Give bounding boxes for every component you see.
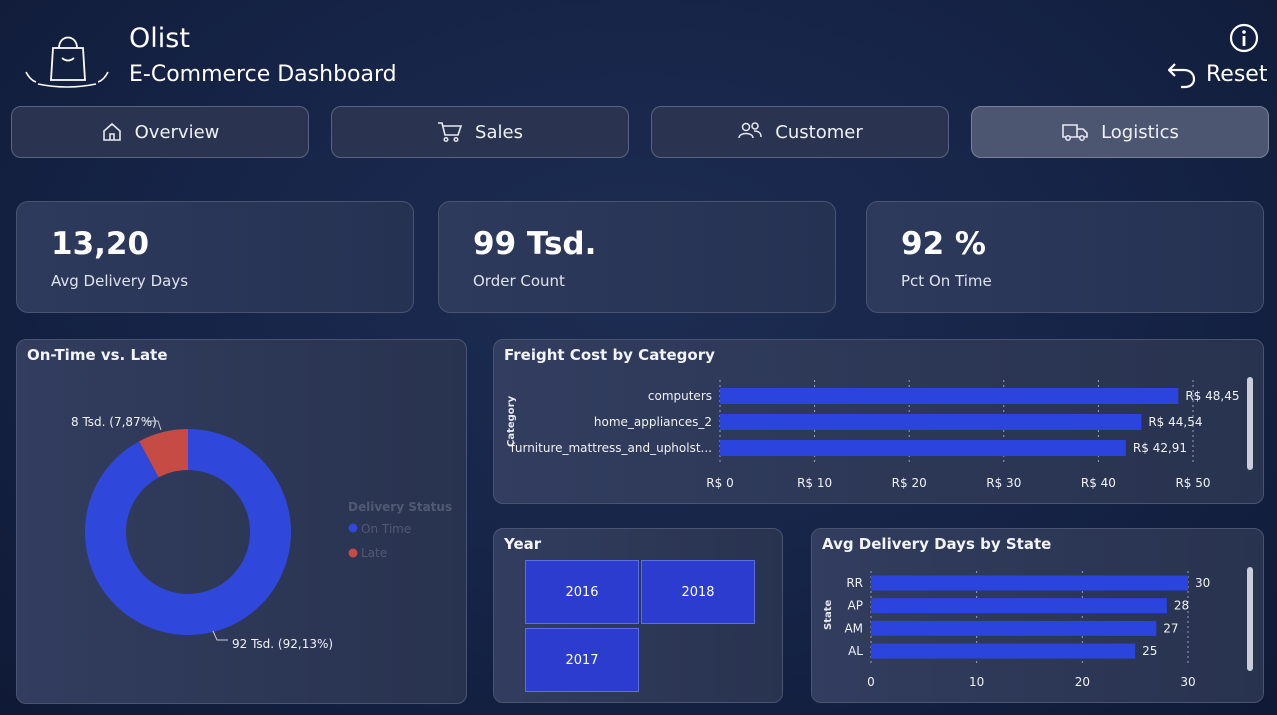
legend-ontime-label: On Time	[361, 522, 411, 536]
freight-bar	[720, 440, 1126, 456]
freight-x-tick-label: R$ 50	[1175, 476, 1210, 490]
kpi-label: Pct On Time	[901, 272, 992, 290]
state-axis-label: State	[823, 599, 834, 630]
year-tile-2016[interactable]: 2016	[525, 560, 639, 624]
donut-slice-on-time	[84, 429, 292, 635]
state-data-label: 25	[1142, 644, 1157, 658]
kpi-pct-on-time: 92 % Pct On Time	[866, 201, 1264, 313]
freight-x-tick-label: R$ 40	[1081, 476, 1116, 490]
reset-label: Reset	[1206, 61, 1268, 87]
freight-scrollbar[interactable]	[1247, 377, 1253, 470]
state-chart-title: Avg Delivery Days by State	[822, 535, 1052, 553]
state-bar	[871, 598, 1167, 614]
ontime-leader-line	[212, 630, 228, 641]
users-icon	[738, 122, 763, 139]
freight-data-label: R$ 42,91	[1133, 441, 1187, 455]
state-data-label: 27	[1163, 621, 1178, 635]
freight-x-tick-label: R$ 30	[986, 476, 1021, 490]
state-category-label: RR	[846, 576, 863, 590]
undo-arrow-icon	[1167, 63, 1196, 89]
truck-icon	[1062, 124, 1088, 141]
tab-logistics[interactable]: Logistics	[971, 106, 1269, 158]
state-bar	[871, 575, 1188, 591]
tab-sales-label: Sales	[475, 121, 523, 143]
tab-customer[interactable]: Customer	[651, 106, 949, 158]
state-category-label: AL	[848, 644, 863, 658]
legend-late-marker	[348, 548, 358, 558]
legend-ontime-marker	[348, 523, 358, 533]
kpi-avg-delivery-days: 13,20 Avg Delivery Days	[16, 201, 414, 313]
freight-data-label: R$ 48,45	[1185, 389, 1239, 403]
state-x-tick-label: 0	[867, 675, 875, 689]
state-delivery-panel: Avg Delivery Days by State State 0 10 20 30…	[811, 528, 1264, 703]
state-bar-chart[interactable]: State 0 10 20 30 RR 30 AP 28 AM 27 AL 25	[812, 529, 1265, 704]
freight-bar	[720, 414, 1142, 430]
tab-customer-label: Customer	[775, 121, 863, 143]
donut-chart[interactable]: Delivery Status On Time Late 8 Tsd. (7,8…	[17, 340, 468, 705]
kpi-value: 13,20	[51, 226, 150, 262]
freight-category-label: furniture_mattress_and_upholst...	[511, 441, 712, 455]
kpi-label: Avg Delivery Days	[51, 272, 189, 290]
kpi-order-count: 99 Tsd. Order Count	[438, 201, 836, 313]
state-bar	[871, 620, 1157, 636]
legend-title: Delivery Status	[348, 500, 452, 514]
freight-bar	[720, 388, 1179, 404]
shopping-bag-logo-icon	[22, 24, 112, 88]
freight-category-label: computers	[648, 389, 712, 403]
freight-chart-title: Freight Cost by Category	[504, 346, 715, 364]
state-data-label: 30	[1195, 576, 1210, 590]
freight-x-tick-label: R$ 10	[797, 476, 832, 490]
freight-category-label: home_appliances_2	[594, 415, 712, 429]
year-tile-2017[interactable]: 2017	[525, 628, 639, 692]
freight-x-tick-label: R$ 0	[706, 476, 733, 490]
donut-chart-title: On-Time vs. Late	[27, 346, 168, 364]
donut-chart-panel: On-Time vs. Late Delivery Status On Time…	[16, 339, 467, 704]
state-category-label: AM	[844, 621, 863, 635]
late-data-label: 8 Tsd. (7,87%)	[71, 415, 157, 429]
info-icon[interactable]	[1228, 22, 1260, 54]
donut-slice-late	[139, 429, 188, 478]
tab-logistics-label: Logistics	[1101, 121, 1179, 143]
freight-data-label: R$ 44,54	[1148, 415, 1202, 429]
freight-x-tick-label: R$ 20	[892, 476, 927, 490]
state-x-tick-label: 10	[969, 675, 984, 689]
brand-name: Olist	[129, 23, 190, 54]
year-slicer-panel: Year 2016 2018 2017	[493, 528, 783, 703]
year-slicer-title: Year	[504, 535, 542, 553]
kpi-label: Order Count	[473, 272, 565, 290]
tab-sales[interactable]: Sales	[331, 106, 629, 158]
freight-axis-label: Category	[506, 395, 517, 447]
kpi-value: 99 Tsd.	[473, 226, 597, 262]
state-category-label: AP	[848, 599, 863, 613]
legend-late-label: Late	[361, 546, 387, 560]
freight-cost-panel: Freight Cost by Category Category R$ 0 R$…	[493, 339, 1264, 504]
home-icon	[102, 122, 121, 141]
tab-overview[interactable]: Overview	[11, 106, 309, 158]
cart-icon	[438, 122, 463, 143]
state-bar	[871, 643, 1136, 659]
kpi-value: 92 %	[901, 226, 986, 262]
state-x-tick-label: 20	[1075, 675, 1090, 689]
tab-overview-label: Overview	[134, 121, 220, 143]
reset-button[interactable]: Reset	[1166, 56, 1267, 92]
dashboard-subtitle: E-Commerce Dashboard	[129, 62, 397, 87]
state-data-label: 28	[1174, 599, 1189, 613]
state-x-tick-label: 30	[1180, 675, 1195, 689]
state-scrollbar[interactable]	[1247, 567, 1253, 671]
freight-bar-chart[interactable]: Category R$ 0 R$ 10 R$ 20 R$ 30 R$ 40 R$ 50 co…	[494, 340, 1265, 505]
ontime-data-label: 92 Tsd. (92,13%)	[232, 637, 333, 651]
year-tile-2018[interactable]: 2018	[641, 560, 755, 624]
late-leader-line	[142, 420, 162, 431]
